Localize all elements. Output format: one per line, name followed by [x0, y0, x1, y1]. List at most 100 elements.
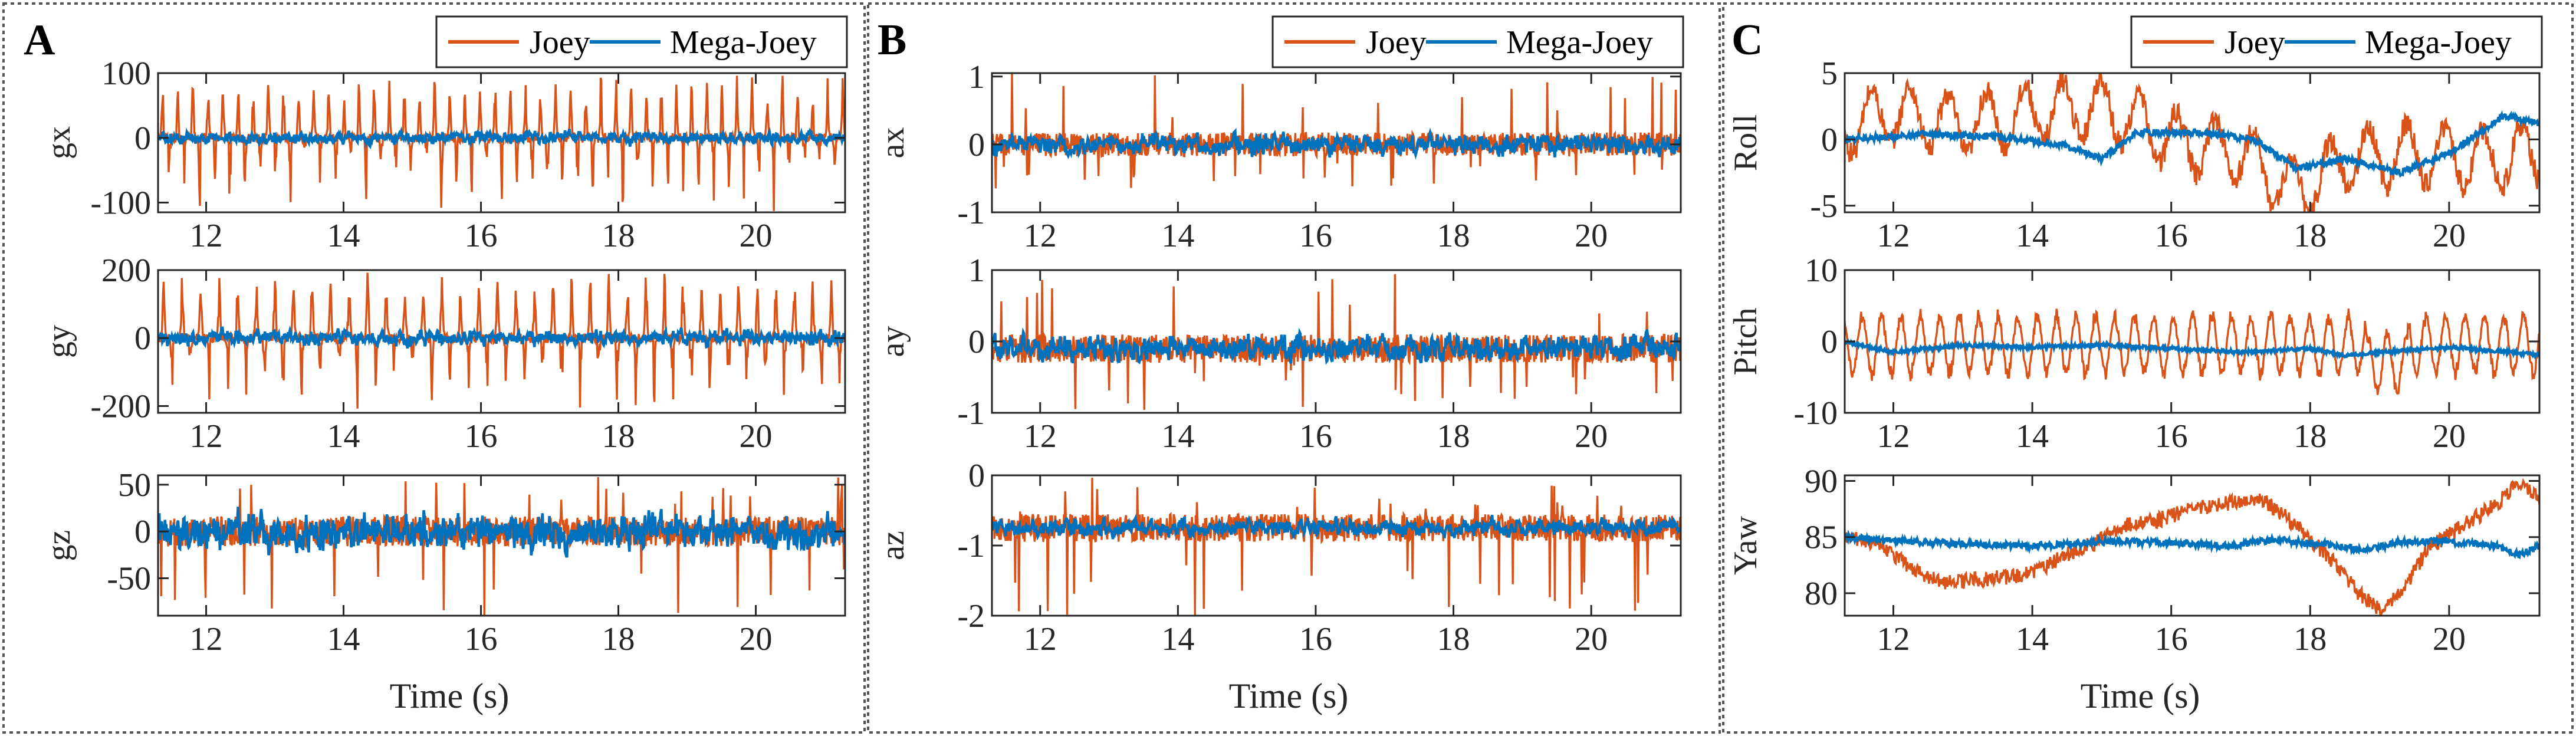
y-tick-label: -50: [107, 561, 151, 597]
x-tick-label: 16: [465, 621, 498, 658]
y-tick-label: 0: [1821, 121, 1838, 158]
x-tick-label: 16: [1299, 218, 1332, 254]
x-tick-label: 14: [327, 621, 360, 658]
y-tick-label: 0: [134, 120, 151, 157]
y-axis-label: gy: [41, 325, 77, 358]
x-tick-label: 14: [1161, 218, 1194, 254]
x-tick-label: 16: [465, 418, 498, 455]
legend-label-mega-joey: Mega-Joey: [2365, 24, 2512, 61]
x-axis-title-c: Time (s): [2081, 676, 2200, 715]
x-tick-label: 20: [1575, 418, 1608, 455]
x-tick-label: 20: [1575, 218, 1608, 254]
y-tick-label: -5: [1810, 188, 1838, 225]
axes-box: [1844, 474, 2541, 617]
x-tick-label: 14: [2016, 418, 2049, 455]
x-tick-label: 12: [190, 621, 223, 658]
axes-box: [157, 269, 846, 414]
x-axis-title-b: Time (s): [1229, 676, 1349, 715]
x-tick-label: 20: [740, 621, 773, 658]
series-line-mega-joey: [992, 127, 1681, 160]
x-tick-label: 16: [2155, 218, 2188, 254]
x-tick-label: 20: [2433, 621, 2466, 658]
subplot-gx: -100 0 100 12 14 16 18 20 gx: [41, 55, 846, 254]
y-tick-label: -100: [90, 185, 151, 222]
x-tick-label: 18: [602, 621, 635, 658]
x-tick-label: 12: [190, 218, 223, 254]
x-tick-label: 16: [1299, 418, 1332, 455]
panel-c-border: [1722, 2, 2574, 734]
x-tick-label: 12: [190, 418, 223, 455]
series-line-mega-joey: [992, 513, 1681, 541]
series-line-mega-joey: [1845, 338, 2539, 360]
panel-letter-c: C: [1731, 16, 1763, 64]
subplot-ay: -1 0 1 12 14 16 18 20 ay: [875, 252, 1682, 455]
x-tick-label: 14: [327, 218, 360, 254]
x-tick-label: 16: [465, 218, 498, 254]
y-axis-label: Pitch: [1727, 307, 1764, 375]
series-line-mega-joey: [158, 507, 845, 558]
x-tick-label: 18: [2294, 418, 2327, 455]
y-tick-label: 50: [118, 467, 151, 504]
legend-label-joey: Joey: [2225, 24, 2285, 61]
legend-label-joey: Joey: [530, 24, 590, 61]
x-axis-title-a: Time (s): [390, 676, 510, 715]
y-axis-label: ax: [875, 127, 911, 159]
subplot-gy: -200 0 200 12 14 16 18 20 gy: [41, 252, 846, 455]
y-tick-label: -2: [957, 598, 985, 635]
axes-box: [991, 72, 1682, 213]
x-tick-label: 12: [1877, 218, 1910, 254]
x-tick-label: 18: [602, 418, 635, 455]
series-line-joey: [992, 74, 1681, 189]
x-tick-label: 16: [2155, 621, 2188, 658]
y-tick-label: 0: [968, 458, 985, 494]
y-tick-label: 100: [101, 55, 151, 92]
y-axis-label: az: [875, 531, 911, 560]
x-tick-label: 18: [602, 218, 635, 254]
x-tick-label: 18: [1437, 621, 1470, 658]
y-tick-label: 5: [1821, 55, 1838, 92]
x-tick-label: 14: [2016, 218, 2049, 254]
y-tick-label: 0: [134, 320, 151, 357]
x-tick-label: 14: [2016, 621, 2049, 658]
x-tick-label: 14: [327, 418, 360, 455]
y-axis-label: Yaw: [1727, 515, 1764, 575]
y-axis-label: gx: [41, 126, 77, 159]
x-tick-label: 16: [1299, 621, 1332, 658]
y-tick-label: 1: [968, 59, 985, 96]
series-line-joey: [1845, 73, 2539, 212]
series-line-joey: [992, 478, 1681, 616]
subplot-pitch: -10 0 10 12 14 16 18 20 Pitch: [1727, 252, 2541, 455]
x-tick-label: 20: [740, 418, 773, 455]
legend-c: Joey Mega-Joey: [2130, 15, 2543, 68]
x-tick-label: 12: [1024, 418, 1057, 455]
y-tick-label: 0: [134, 514, 151, 550]
series-line-joey: [158, 477, 845, 616]
legend-label-joey: Joey: [1366, 24, 1427, 61]
x-tick-label: 18: [1437, 218, 1470, 254]
series-line-mega-joey: [1845, 110, 2539, 178]
y-tick-label: -10: [1793, 395, 1838, 432]
x-tick-label: 12: [1024, 621, 1057, 658]
series-line-joey: [1845, 478, 2539, 616]
panel-a-border: [2, 2, 866, 734]
series-line-mega-joey: [158, 126, 845, 149]
y-tick-label: 80: [1805, 576, 1838, 612]
x-tick-label: 20: [1575, 621, 1608, 658]
series-line-mega-joey: [992, 327, 1681, 365]
y-tick-label: 0: [968, 127, 985, 163]
legend-b: Joey Mega-Joey: [1271, 15, 1684, 68]
subplot-yaw: 80 85 90 12 14 16 18 20 Yaw: [1727, 464, 2541, 658]
panel-b-border: [867, 2, 1721, 734]
y-tick-label: -1: [957, 528, 985, 564]
x-tick-label: 18: [1437, 418, 1470, 455]
y-tick-label: 0: [1821, 324, 1838, 360]
y-tick-label: 200: [101, 252, 151, 289]
series-line-joey: [158, 75, 845, 211]
subplot-ax: -1 0 1 12 14 16 18 20 ax: [875, 59, 1682, 254]
y-tick-label: -200: [90, 388, 151, 425]
x-tick-label: 20: [740, 218, 773, 254]
panel-letter-a: A: [24, 16, 55, 64]
x-tick-label: 20: [2433, 218, 2466, 254]
axes-box: [157, 474, 846, 617]
